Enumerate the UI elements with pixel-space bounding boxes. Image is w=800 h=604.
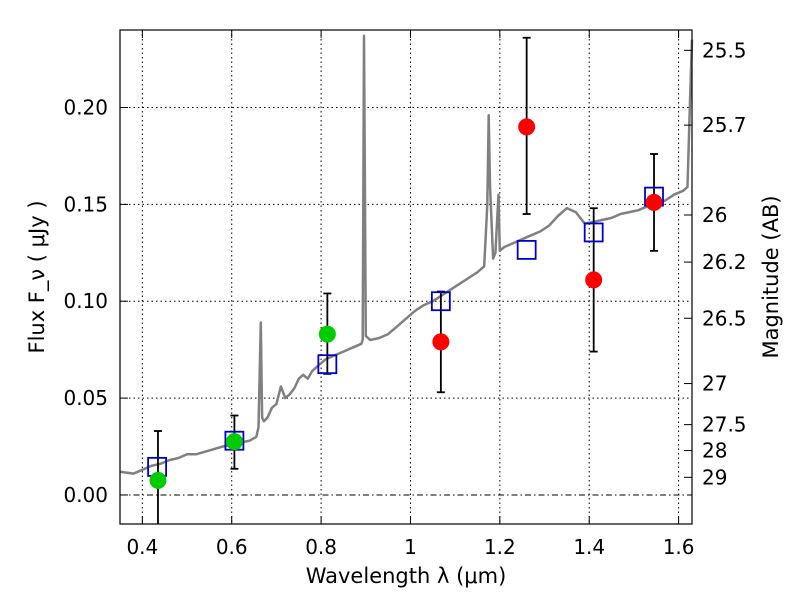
magnitude-tick-label: 27 bbox=[702, 372, 727, 396]
measured-infrared-point bbox=[518, 118, 536, 136]
magnitude-tick-label: 25.7 bbox=[702, 113, 747, 137]
magnitude-tick-label: 29 bbox=[702, 465, 727, 489]
errorbar-layer bbox=[153, 36, 659, 524]
y-tick-label: 0.05 bbox=[63, 386, 108, 410]
y-tick-label: 0.15 bbox=[63, 192, 108, 216]
spectrum-layer bbox=[119, 34, 694, 475]
magnitude-tick-label: 26.2 bbox=[702, 250, 747, 274]
measured-infrared-point bbox=[585, 271, 603, 289]
model-photometry-square bbox=[583, 222, 604, 243]
axis-ticks bbox=[120, 30, 692, 524]
magnitude-tick-label: 26.5 bbox=[702, 306, 747, 330]
model-photometry-square bbox=[516, 239, 537, 260]
magnitude-tick-label: 27.5 bbox=[702, 413, 747, 437]
y-axis-label: Flux F_ν ( μJy ) bbox=[25, 200, 50, 353]
y-tick-label: 0.20 bbox=[63, 95, 108, 119]
measured-optical-point bbox=[149, 471, 167, 489]
measured-optical-point bbox=[318, 325, 336, 343]
magnitude-tick-label: 26 bbox=[702, 203, 727, 227]
x-tick-label: 1.2 bbox=[484, 535, 516, 559]
x-tick-label: 0.4 bbox=[126, 535, 158, 559]
model-spectrum-line bbox=[119, 34, 694, 475]
measured-point-layer bbox=[149, 118, 663, 489]
measured-optical-point bbox=[225, 433, 243, 451]
gridlines bbox=[120, 30, 692, 524]
magnitude-tick-label: 28 bbox=[702, 439, 727, 463]
model-marker-layer bbox=[147, 186, 664, 477]
x-tick-label: 0.8 bbox=[305, 535, 337, 559]
y-axis-label-right: Magnitude (AB) bbox=[759, 195, 783, 358]
measured-infrared-point bbox=[645, 193, 663, 211]
x-tick-label: 1.4 bbox=[573, 535, 605, 559]
y-tick-label: 0.00 bbox=[63, 483, 108, 507]
tick-labels: 0.4 0.6 0.8 1 1.2 1.4 1.6 0.00 0.05 0.10 0.15 0.20 2… bbox=[63, 38, 746, 559]
model-photometry-square bbox=[430, 291, 451, 312]
y-tick-label: 0.10 bbox=[63, 289, 108, 313]
x-tick-label: 1.6 bbox=[663, 535, 695, 559]
x-tick-label: 1 bbox=[404, 535, 417, 559]
x-tick-label: 0.6 bbox=[216, 535, 248, 559]
plot-frame bbox=[119, 29, 693, 525]
x-axis-label: Wavelength λ (μm) bbox=[306, 564, 507, 588]
magnitude-tick-label: 25.5 bbox=[702, 38, 747, 62]
model-photometry-square bbox=[317, 354, 338, 375]
measured-infrared-point bbox=[432, 333, 450, 351]
